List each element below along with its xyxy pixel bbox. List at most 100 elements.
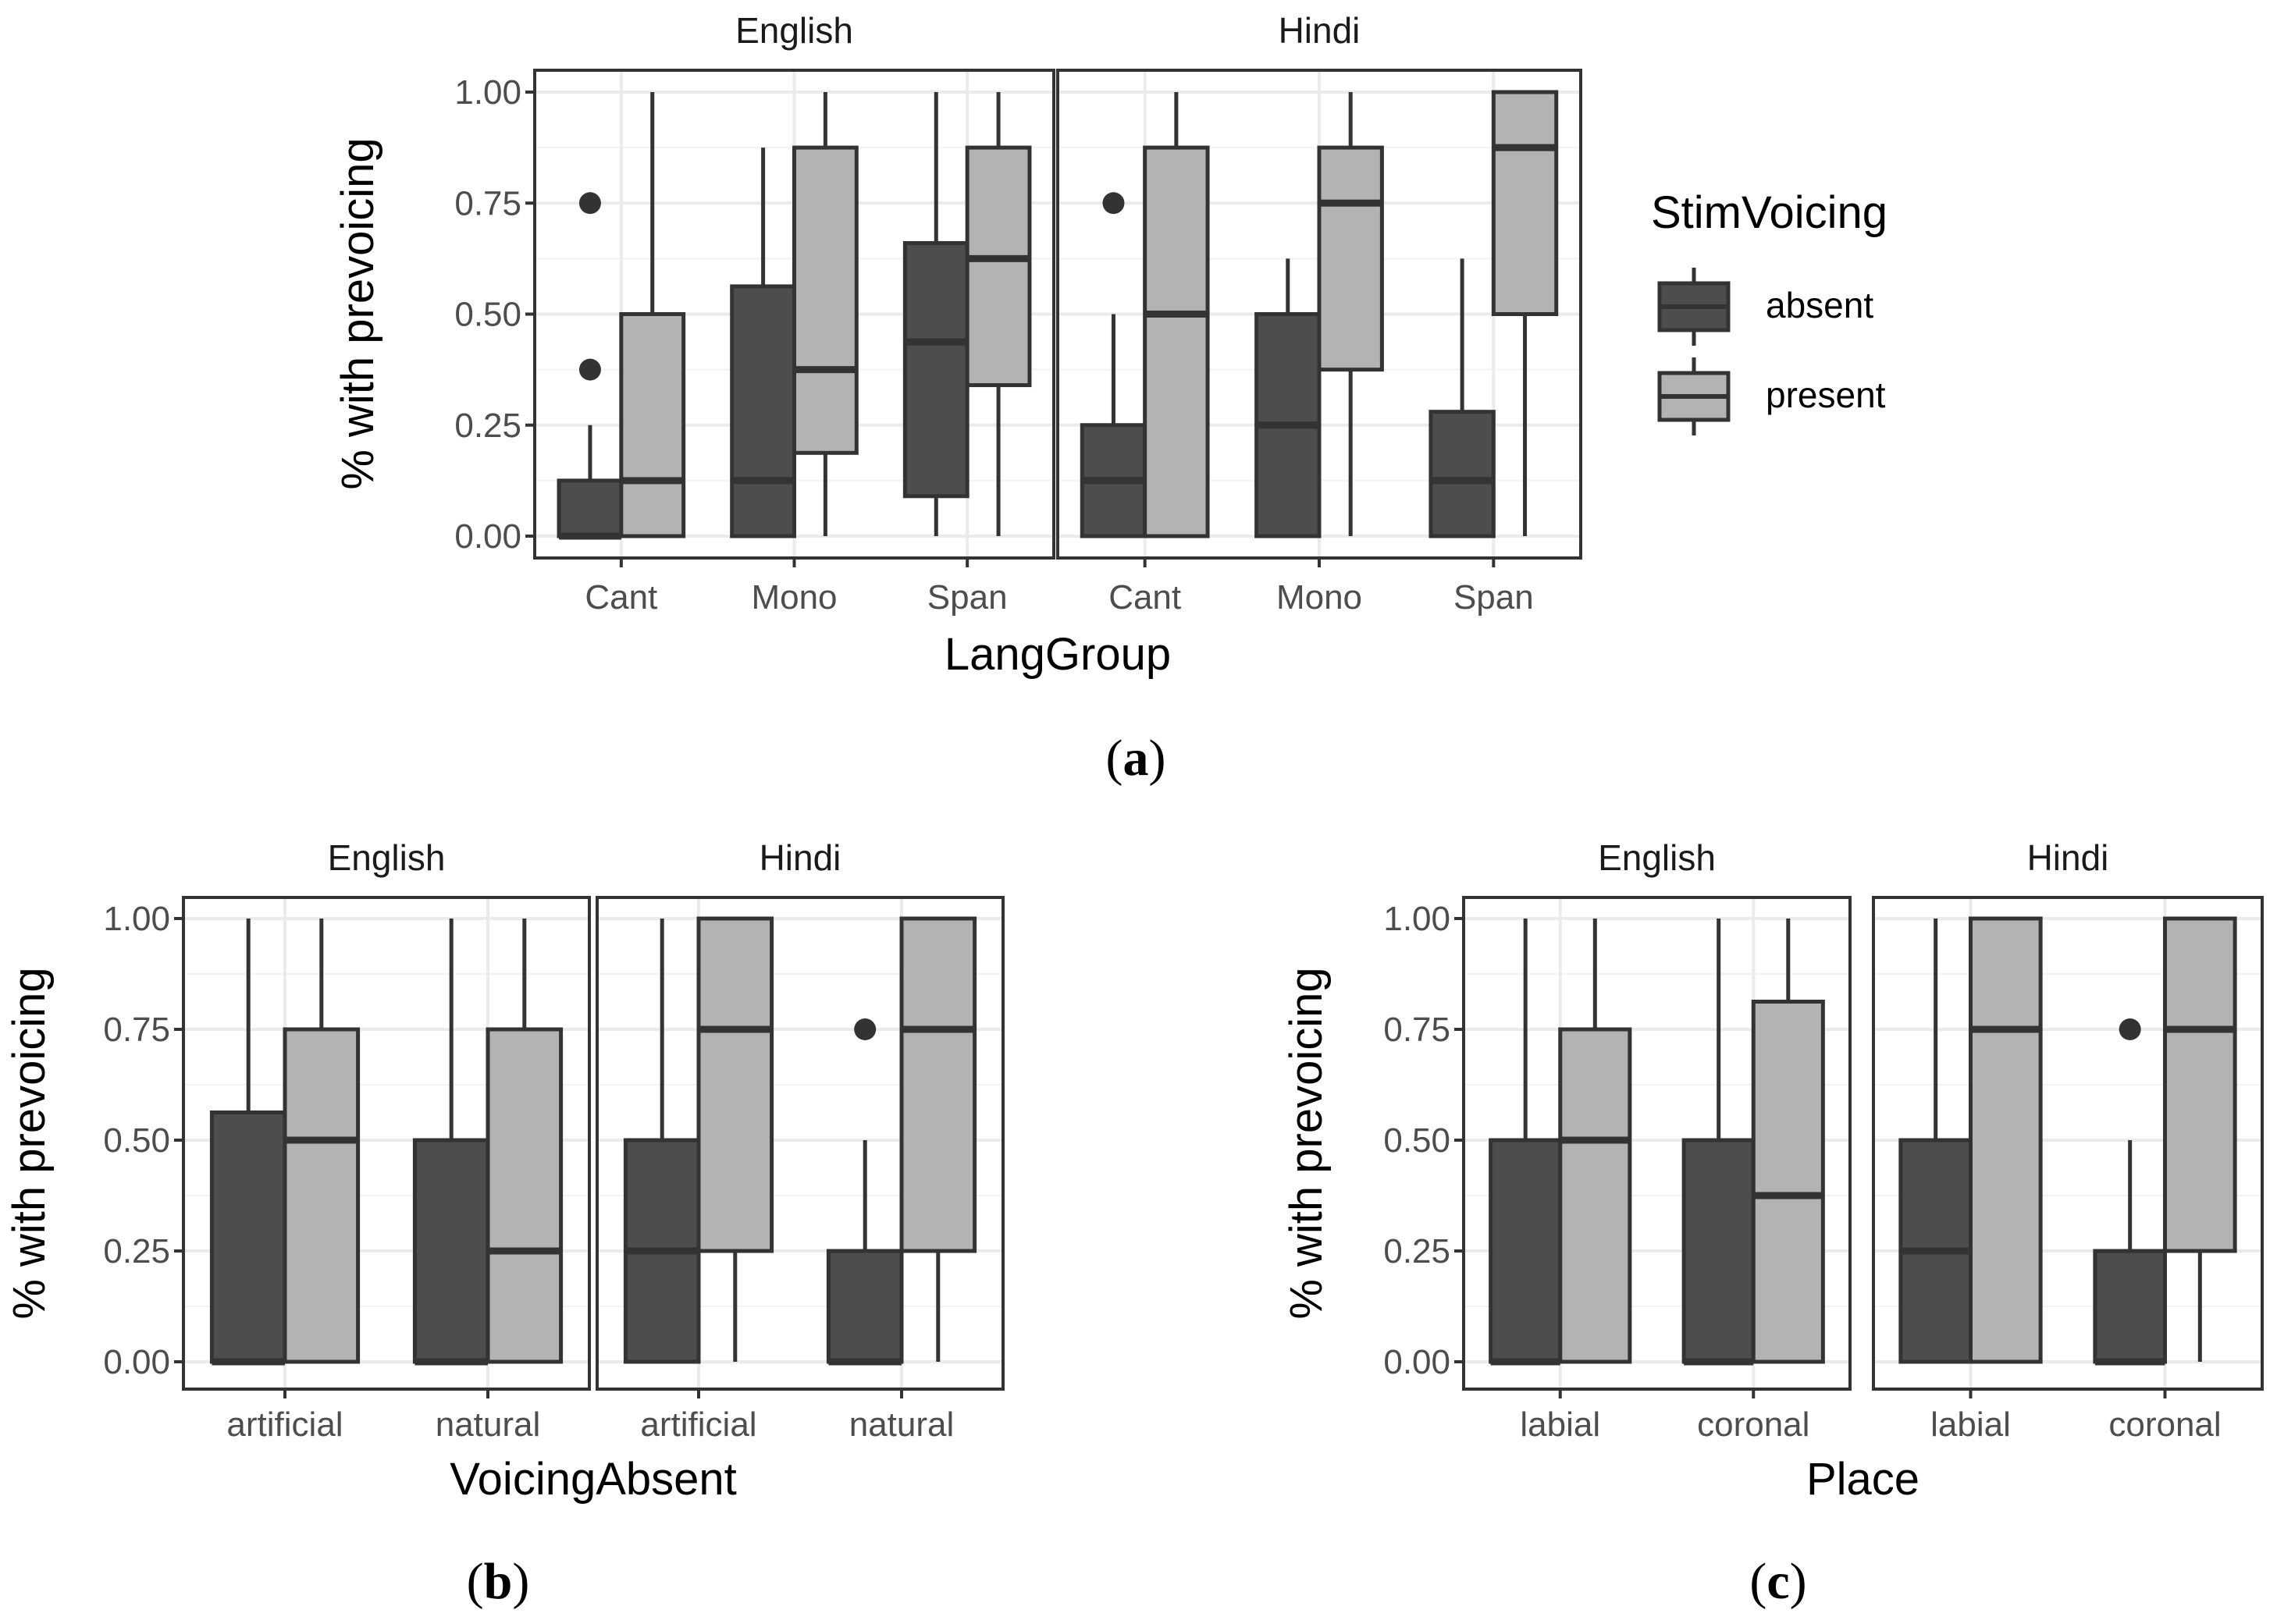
- x-tick-label: labial: [1930, 1405, 2011, 1444]
- chart-b: English artificial natural Hindi artificial n…: [4, 837, 1005, 1505]
- box: [1489, 1138, 1563, 1364]
- box: [1681, 1138, 1756, 1364]
- box: [902, 240, 970, 499]
- boxplot-Span-absent: [1428, 258, 1496, 538]
- y-axis-title: % with prevoicing: [1281, 967, 1332, 1319]
- x-tick-label: Cant: [1108, 578, 1181, 617]
- legend-key-present: [1657, 357, 1731, 435]
- legend: StimVoicing absent present: [1651, 187, 1887, 435]
- facet-b-0: English artificial natural: [182, 837, 591, 1444]
- box: [826, 1249, 904, 1364]
- outlier-point: [578, 192, 601, 215]
- caption-b: (b): [467, 1553, 530, 1610]
- x-tick-label: Span: [1453, 578, 1534, 617]
- chart-a: English Cant Mono Span Hindi Cant Mono Span 0.00…: [333, 10, 1582, 680]
- box: [792, 145, 859, 455]
- box: [730, 284, 797, 538]
- x-tick-label: natural: [436, 1405, 541, 1444]
- facet-a-0: English Cant Mono Span: [533, 10, 1055, 617]
- legend-label-absent: absent: [1766, 285, 1873, 325]
- box: [1969, 916, 2043, 1364]
- boxplot-artificial-absent: [209, 919, 287, 1366]
- box: [1428, 410, 1496, 538]
- outlier-point: [578, 358, 601, 381]
- outlier-point: [1102, 192, 1125, 215]
- box: [2163, 916, 2237, 1253]
- facet-a-1: Hindi Cant Mono Span: [1056, 10, 1582, 617]
- boxplot-coronal-absent: [2093, 1018, 2168, 1366]
- facet-title: English: [1598, 837, 1716, 878]
- box: [283, 1027, 361, 1364]
- legend-title: StimVoicing: [1651, 187, 1887, 238]
- facet-c-0: English labial coronal: [1462, 837, 1852, 1444]
- box: [1317, 145, 1384, 372]
- boxplot-Mono-absent: [730, 147, 797, 538]
- y-axis-title: % with prevoicing: [4, 967, 55, 1319]
- boxplot-coronal-present: [2163, 916, 2237, 1362]
- facet-c-1: Hindi labial coronal: [1872, 837, 2264, 1444]
- chart-c: English labial coronal Hindi labial coronal 0.…: [1281, 837, 2264, 1505]
- outlier-point: [2119, 1018, 2141, 1040]
- y-tick-label: 0.25: [454, 407, 521, 445]
- box: [619, 312, 686, 538]
- boxplot-labial-absent: [1489, 919, 1563, 1366]
- boxplot-natural-present: [486, 919, 564, 1364]
- boxplot-Mono-present: [792, 92, 859, 536]
- boxplot-Cant-absent: [557, 192, 624, 540]
- boxplot-Mono-absent: [1254, 258, 1322, 538]
- boxplot-Cant-present: [619, 92, 686, 538]
- boxplot-natural-absent: [826, 1018, 904, 1366]
- panel-border: [1462, 896, 1852, 1391]
- y-tick-label: 0.50: [1383, 1121, 1450, 1160]
- y-tick-label: 0.75: [1383, 1011, 1450, 1049]
- boxplot-artificial-absent: [623, 919, 701, 1364]
- box: [1751, 1000, 1825, 1364]
- boxplot-artificial-present: [283, 919, 361, 1364]
- y-tick-label: 0.00: [103, 1343, 170, 1381]
- boxplot-Mono-present: [1317, 92, 1384, 536]
- caption-c: (c): [1749, 1553, 1806, 1610]
- y-tick-label: 0.75: [454, 184, 521, 222]
- x-tick-label: coronal: [1697, 1405, 1809, 1444]
- boxplot-labial-present: [1969, 916, 2043, 1364]
- x-axis-title: LangGroup: [945, 629, 1171, 680]
- x-tick-label: artificial: [226, 1405, 343, 1444]
- boxplot-Cant-present: [1143, 92, 1210, 538]
- x-tick-label: Cant: [585, 578, 657, 617]
- boxplot-coronal-present: [1751, 919, 1825, 1364]
- box: [1143, 145, 1210, 538]
- boxplot-Span-present: [965, 92, 1032, 536]
- outlier-point: [854, 1018, 877, 1040]
- facet-title: English: [328, 837, 446, 878]
- y-tick-label: 1.00: [1383, 900, 1450, 938]
- boxplot-Span-absent: [902, 92, 970, 536]
- facet-b-1: Hindi artificial natural: [596, 837, 1005, 1444]
- box: [209, 1111, 287, 1364]
- panel-border: [182, 896, 591, 1391]
- boxplot-Cant-absent: [1080, 192, 1147, 538]
- y-axis-title: % with prevoicing: [333, 137, 383, 489]
- facet-title: Hindi: [760, 837, 841, 878]
- y-tick-label: 0.25: [103, 1232, 170, 1270]
- x-tick-label: Span: [927, 578, 1008, 617]
- boxplot-natural-absent: [412, 919, 490, 1366]
- y-tick-label: 0.75: [103, 1011, 170, 1049]
- x-tick-label: coronal: [2108, 1405, 2221, 1444]
- y-tick-label: 1.00: [454, 73, 521, 112]
- legend-label-present: present: [1766, 375, 1886, 415]
- panel-border: [596, 896, 1005, 1391]
- facet-title: English: [735, 10, 853, 51]
- y-tick-label: 0.50: [454, 296, 521, 334]
- x-tick-label: Mono: [751, 578, 837, 617]
- box: [965, 145, 1032, 388]
- box: [557, 478, 624, 538]
- facet-title: Hindi: [1279, 10, 1361, 51]
- box: [2093, 1249, 2168, 1364]
- captions: (a) (b) (c): [467, 730, 1807, 1610]
- y-tick-label: 1.00: [103, 900, 170, 938]
- box: [1491, 90, 1559, 316]
- x-axis-title: VoicingAbsent: [450, 1454, 737, 1505]
- boxplot-labial-present: [1558, 919, 1632, 1364]
- box: [1558, 1027, 1632, 1364]
